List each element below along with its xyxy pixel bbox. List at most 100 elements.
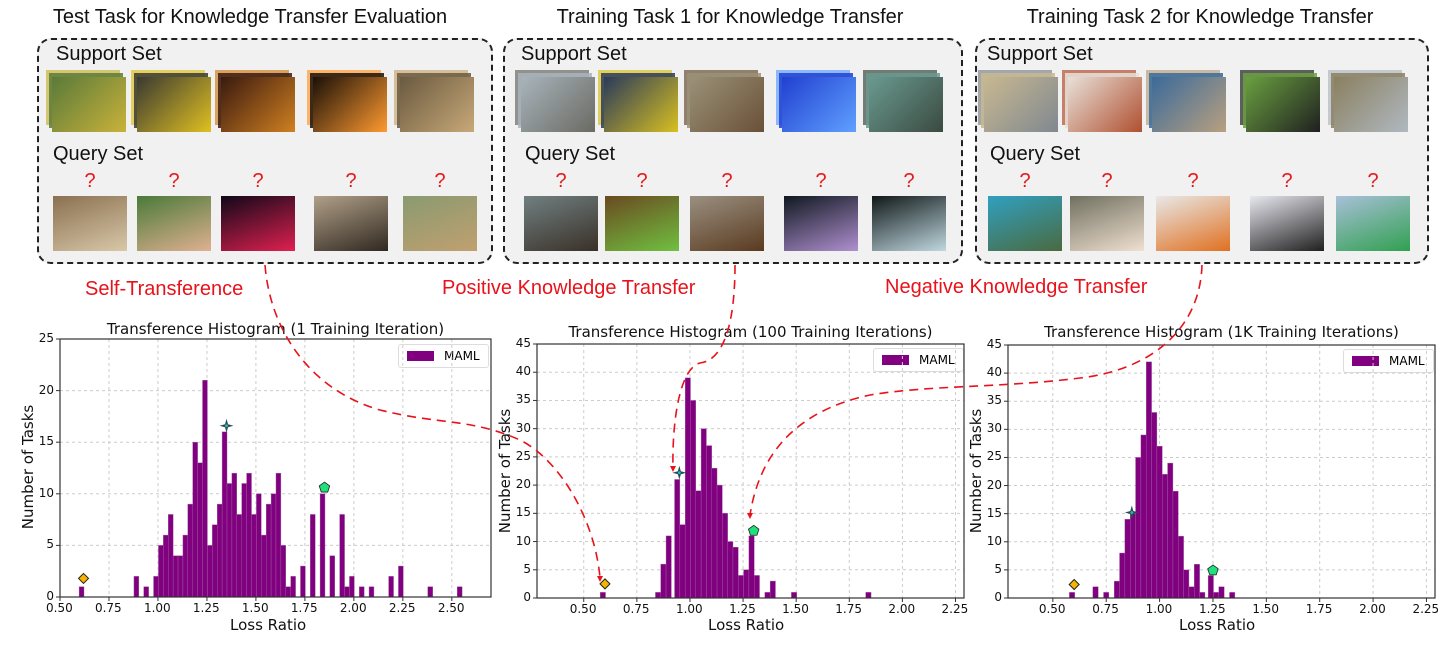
query-image xyxy=(605,196,679,251)
y-tick-label: 5 xyxy=(46,537,54,552)
support-set-label: Support Set xyxy=(987,43,1093,65)
x-tick-label: 1.25 xyxy=(729,602,756,616)
x-axis-label: Loss Ratio xyxy=(708,616,785,634)
y-tick-label: 30 xyxy=(515,420,531,435)
query-image xyxy=(1336,196,1410,251)
query-image xyxy=(1070,196,1144,251)
y-tick-label: 10 xyxy=(515,533,531,548)
x-axis-label: Loss Ratio xyxy=(1179,616,1256,634)
support-set-label: Support Set xyxy=(56,43,162,65)
x-tick-label: 1.50 xyxy=(782,602,809,616)
query-image xyxy=(524,196,598,251)
query-image xyxy=(784,196,858,251)
x-tick-label: 1.25 xyxy=(1198,602,1226,616)
x-tick-label: 0.50 xyxy=(46,601,73,615)
self-transference-label: Self-Transference xyxy=(85,278,244,300)
query-image xyxy=(690,196,764,251)
support-image xyxy=(984,77,1058,132)
query-image xyxy=(988,196,1062,251)
y-tick-label: 5 xyxy=(994,561,1002,576)
y-tick-label: 35 xyxy=(515,392,531,407)
y-tick-label: 45 xyxy=(986,337,1002,351)
query-question-mark: ? xyxy=(636,170,648,192)
x-tick-label: 1.00 xyxy=(1145,602,1173,616)
query-image xyxy=(1250,196,1324,251)
query-image xyxy=(314,196,388,251)
query-question-mark: ? xyxy=(84,170,96,192)
legend: MAML xyxy=(1343,349,1434,373)
query-question-mark: ? xyxy=(345,170,357,192)
x-tick-label: 2.00 xyxy=(1359,602,1386,616)
x-tick-label: 2.00 xyxy=(339,601,367,615)
task-title: Test Task for Knowledge Transfer Evaluat… xyxy=(52,6,448,28)
y-tick-label: 30 xyxy=(986,421,1002,436)
y-tick-label: 0 xyxy=(994,590,1002,604)
support-image xyxy=(1068,77,1142,132)
x-tick-label: 0.75 xyxy=(1092,602,1119,616)
x-tick-label: 2.50 xyxy=(437,601,465,615)
y-tick-label: 40 xyxy=(515,364,531,379)
support-image xyxy=(1334,77,1408,132)
y-tick-label: 35 xyxy=(986,393,1002,408)
x-tick-label: 0.75 xyxy=(94,601,122,615)
query-image xyxy=(403,196,477,251)
support-image xyxy=(690,77,764,132)
y-tick-label: 20 xyxy=(515,477,531,492)
x-tick-label: 2.25 xyxy=(1412,602,1440,616)
query-question-mark: ? xyxy=(252,170,264,192)
y-tick-label: 10 xyxy=(38,485,54,500)
y-tick-label: 5 xyxy=(523,561,531,576)
query-question-mark: ? xyxy=(903,170,915,192)
support-set-label: Support Set xyxy=(521,43,627,65)
support-image xyxy=(1152,77,1226,132)
x-tick-label: 0.50 xyxy=(569,602,597,616)
query-image xyxy=(872,196,946,251)
query-question-mark: ? xyxy=(1281,170,1293,192)
query-image xyxy=(221,196,295,251)
query-set-label: Query Set xyxy=(525,143,616,165)
query-set-label: Query Set xyxy=(990,143,1081,165)
y-tick-label: 15 xyxy=(515,505,531,520)
x-tick-label: 2.00 xyxy=(888,602,916,616)
support-image xyxy=(52,77,126,132)
y-tick-label: 15 xyxy=(986,505,1002,520)
y-tick-label: 25 xyxy=(515,448,531,463)
y-tick-label: 10 xyxy=(986,533,1002,548)
y-tick-label: 40 xyxy=(986,365,1002,380)
x-tick-label: 1.25 xyxy=(192,601,220,615)
query-set-label: Query Set xyxy=(53,143,144,165)
x-axis-label: Loss Ratio xyxy=(230,616,307,634)
y-tick-label: 25 xyxy=(986,449,1002,464)
x-tick-label: 0.75 xyxy=(622,602,650,616)
y-tick-label: 0 xyxy=(523,590,531,604)
query-question-mark: ? xyxy=(1187,170,1199,192)
query-image xyxy=(53,196,127,251)
x-tick-label: 1.75 xyxy=(1305,602,1333,616)
query-question-mark: ? xyxy=(815,170,827,192)
query-question-mark: ? xyxy=(721,170,733,192)
y-tick-label: 15 xyxy=(38,434,54,449)
support-image xyxy=(521,77,595,132)
query-question-mark: ? xyxy=(1019,170,1031,192)
y-tick-label: 45 xyxy=(515,336,531,350)
support-image xyxy=(313,77,387,132)
x-tick-label: 0.50 xyxy=(1038,602,1066,616)
query-image xyxy=(137,196,211,251)
y-tick-label: 20 xyxy=(986,477,1002,492)
support-image xyxy=(221,77,295,132)
x-tick-label: 1.00 xyxy=(143,601,171,615)
query-question-mark: ? xyxy=(555,170,567,192)
legend-swatch xyxy=(1352,356,1379,366)
x-tick-label: 1.75 xyxy=(290,601,318,615)
x-tick-label: 1.50 xyxy=(241,601,269,615)
support-image xyxy=(604,77,678,132)
query-question-mark: ? xyxy=(434,170,446,192)
support-image xyxy=(782,77,856,132)
x-tick-label: 1.75 xyxy=(835,602,862,616)
y-tick-label: 0 xyxy=(46,589,54,603)
support-image xyxy=(137,77,211,132)
task-title: Training Task 1 for Knowledge Transfer xyxy=(556,6,904,28)
x-tick-label: 1.00 xyxy=(675,602,703,616)
support-image xyxy=(400,77,474,132)
